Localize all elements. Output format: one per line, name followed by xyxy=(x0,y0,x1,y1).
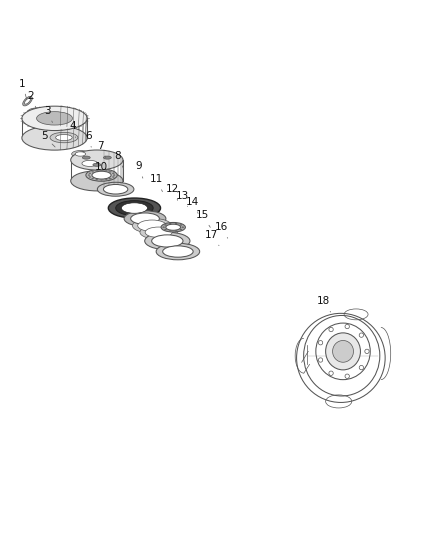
Ellipse shape xyxy=(332,341,353,362)
Text: 10: 10 xyxy=(95,162,110,180)
Ellipse shape xyxy=(112,176,114,177)
Text: 9: 9 xyxy=(135,161,143,178)
Ellipse shape xyxy=(166,224,180,230)
Ellipse shape xyxy=(112,173,114,174)
Ellipse shape xyxy=(156,243,200,260)
Ellipse shape xyxy=(162,246,193,257)
Ellipse shape xyxy=(345,374,350,378)
Ellipse shape xyxy=(145,232,190,249)
Ellipse shape xyxy=(140,225,177,239)
Ellipse shape xyxy=(37,111,72,125)
Ellipse shape xyxy=(318,341,323,345)
Text: 12: 12 xyxy=(166,184,179,200)
Ellipse shape xyxy=(56,134,72,141)
Ellipse shape xyxy=(170,223,171,224)
Ellipse shape xyxy=(110,171,111,172)
Text: 2: 2 xyxy=(28,91,36,108)
Text: 7: 7 xyxy=(97,141,106,158)
Ellipse shape xyxy=(329,327,333,332)
Ellipse shape xyxy=(145,227,172,238)
Text: 18: 18 xyxy=(317,296,331,312)
Ellipse shape xyxy=(89,176,91,177)
Ellipse shape xyxy=(92,171,93,172)
Ellipse shape xyxy=(89,173,91,174)
Text: 11: 11 xyxy=(150,174,163,192)
Ellipse shape xyxy=(93,163,101,166)
Ellipse shape xyxy=(96,170,98,171)
Ellipse shape xyxy=(110,178,111,179)
Text: 1: 1 xyxy=(19,79,27,99)
Ellipse shape xyxy=(180,224,182,225)
Ellipse shape xyxy=(329,371,333,375)
Ellipse shape xyxy=(28,108,49,116)
Ellipse shape xyxy=(165,229,166,230)
Ellipse shape xyxy=(365,349,369,353)
Text: 14: 14 xyxy=(186,197,200,213)
Ellipse shape xyxy=(345,325,350,329)
Ellipse shape xyxy=(182,227,184,228)
Text: 8: 8 xyxy=(115,150,123,168)
Ellipse shape xyxy=(82,156,90,159)
Ellipse shape xyxy=(138,220,166,231)
Ellipse shape xyxy=(92,178,93,179)
Ellipse shape xyxy=(132,219,172,233)
Ellipse shape xyxy=(106,170,107,171)
Ellipse shape xyxy=(75,152,85,156)
Text: 3: 3 xyxy=(44,106,53,123)
Ellipse shape xyxy=(318,358,323,362)
Ellipse shape xyxy=(38,119,62,128)
Ellipse shape xyxy=(96,179,98,180)
Ellipse shape xyxy=(359,366,364,370)
Ellipse shape xyxy=(50,132,78,143)
Text: 5: 5 xyxy=(41,131,55,147)
Ellipse shape xyxy=(161,222,185,232)
Ellipse shape xyxy=(165,224,166,225)
Ellipse shape xyxy=(77,159,103,168)
Text: 15: 15 xyxy=(196,210,210,228)
Ellipse shape xyxy=(116,200,153,215)
Ellipse shape xyxy=(32,109,44,114)
Ellipse shape xyxy=(22,106,87,131)
Text: 17: 17 xyxy=(205,230,219,246)
Ellipse shape xyxy=(180,229,182,230)
Ellipse shape xyxy=(359,333,364,337)
Text: 13: 13 xyxy=(175,191,189,206)
Text: 6: 6 xyxy=(85,131,92,147)
Ellipse shape xyxy=(97,182,134,196)
Ellipse shape xyxy=(43,121,57,126)
Ellipse shape xyxy=(82,160,98,166)
Ellipse shape xyxy=(101,170,102,171)
Ellipse shape xyxy=(124,211,166,227)
Text: 4: 4 xyxy=(70,122,77,138)
Ellipse shape xyxy=(121,203,148,213)
Ellipse shape xyxy=(163,227,165,228)
Ellipse shape xyxy=(175,223,177,224)
Ellipse shape xyxy=(106,179,107,180)
Ellipse shape xyxy=(72,150,89,157)
Ellipse shape xyxy=(86,169,117,181)
Ellipse shape xyxy=(108,198,161,218)
Ellipse shape xyxy=(325,333,360,370)
Text: 16: 16 xyxy=(215,222,228,238)
Ellipse shape xyxy=(25,98,31,104)
Ellipse shape xyxy=(71,150,123,170)
Ellipse shape xyxy=(103,156,111,159)
Ellipse shape xyxy=(23,96,32,106)
Ellipse shape xyxy=(22,126,87,150)
Ellipse shape xyxy=(131,213,159,224)
Ellipse shape xyxy=(92,171,111,179)
Ellipse shape xyxy=(71,171,123,191)
Ellipse shape xyxy=(152,235,183,247)
Ellipse shape xyxy=(103,184,128,194)
